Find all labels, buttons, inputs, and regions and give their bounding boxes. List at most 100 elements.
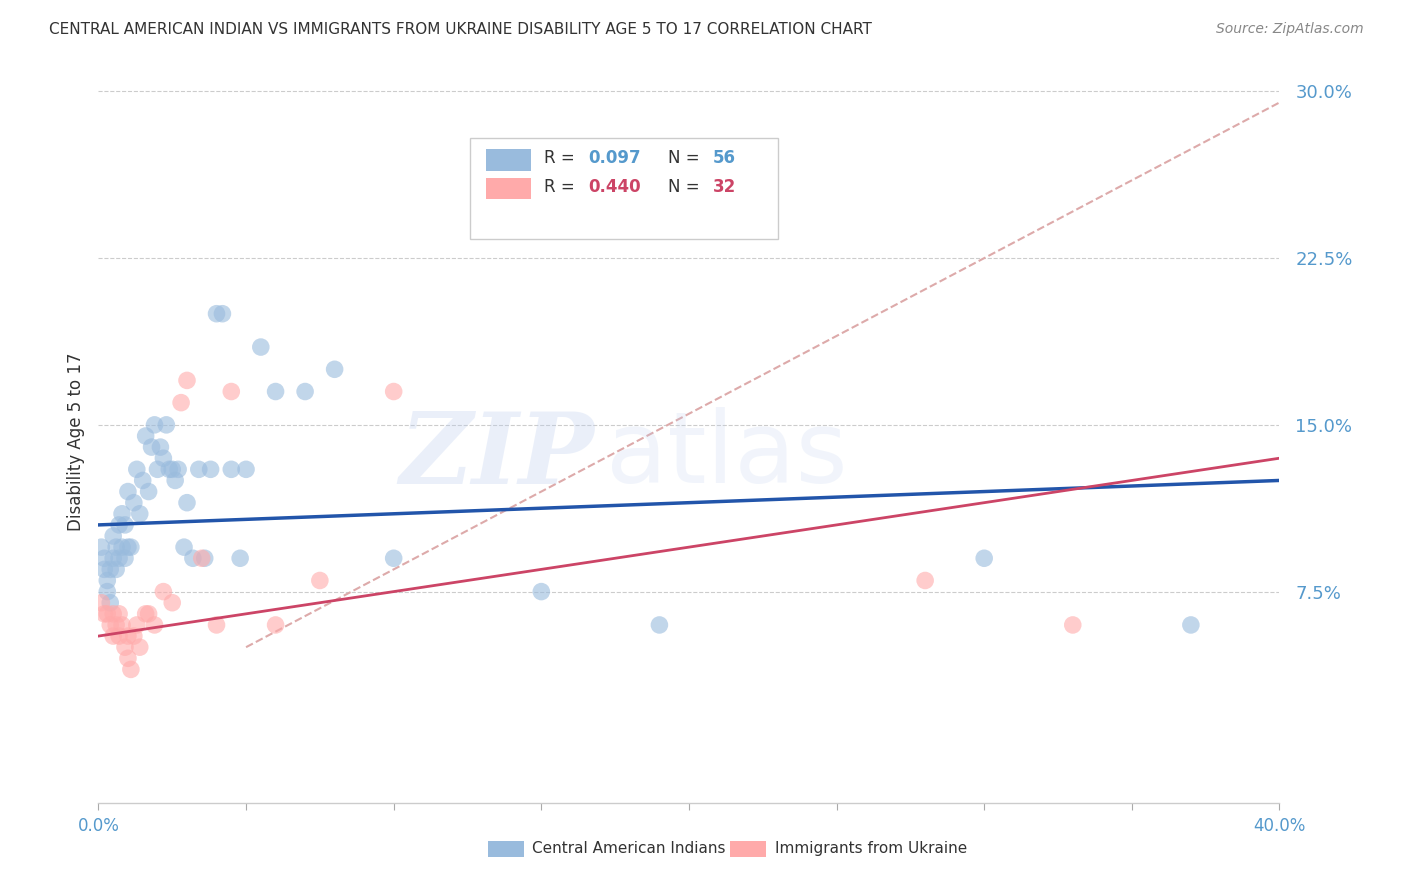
Point	[382, 384, 405, 399]
Point	[135, 429, 157, 443]
Point	[98, 618, 121, 632]
Point	[111, 507, 134, 521]
Point	[157, 462, 180, 476]
Point	[132, 474, 155, 488]
Text: 56: 56	[713, 149, 735, 168]
Point	[221, 384, 243, 399]
Point	[143, 618, 166, 632]
Point	[221, 462, 243, 476]
Point	[250, 340, 273, 354]
Point	[973, 551, 995, 566]
Point	[111, 540, 134, 554]
Point	[103, 551, 125, 566]
Point	[173, 540, 195, 554]
Point	[117, 540, 139, 554]
Point	[264, 384, 287, 399]
Point	[125, 618, 148, 632]
Text: Source: ZipAtlas.com: Source: ZipAtlas.com	[1216, 22, 1364, 37]
Point	[149, 440, 172, 454]
Point	[235, 462, 257, 476]
Point	[114, 517, 136, 532]
Point	[128, 507, 150, 521]
Point	[103, 629, 125, 643]
Point	[93, 607, 115, 621]
Point	[187, 462, 209, 476]
Point	[141, 440, 163, 454]
Point	[294, 384, 316, 399]
FancyBboxPatch shape	[488, 841, 523, 857]
Text: Central American Indians: Central American Indians	[531, 841, 725, 855]
Text: R =: R =	[544, 149, 579, 168]
Point	[146, 462, 169, 476]
Text: atlas: atlas	[606, 408, 848, 505]
Point	[122, 629, 145, 643]
Point	[117, 651, 139, 665]
Point	[114, 640, 136, 655]
Point	[194, 551, 217, 566]
Text: 0.440: 0.440	[589, 178, 641, 196]
Text: 0.097: 0.097	[589, 149, 641, 168]
FancyBboxPatch shape	[730, 841, 766, 857]
Point	[108, 629, 131, 643]
Point	[181, 551, 204, 566]
Point	[122, 496, 145, 510]
Point	[96, 584, 118, 599]
Text: CENTRAL AMERICAN INDIAN VS IMMIGRANTS FROM UKRAINE DISABILITY AGE 5 TO 17 CORREL: CENTRAL AMERICAN INDIAN VS IMMIGRANTS FR…	[49, 22, 872, 37]
Point	[138, 484, 160, 499]
Point	[93, 551, 115, 566]
Point	[176, 496, 198, 510]
Point	[155, 417, 177, 432]
Point	[108, 517, 131, 532]
Point	[309, 574, 332, 588]
Point	[229, 551, 252, 566]
Point	[1062, 618, 1084, 632]
Point	[138, 607, 160, 621]
Point	[96, 574, 118, 588]
Point	[90, 596, 112, 610]
Point	[162, 462, 183, 476]
FancyBboxPatch shape	[486, 149, 530, 170]
Point	[93, 562, 115, 576]
Point	[128, 640, 150, 655]
Point	[1180, 618, 1202, 632]
Point	[648, 618, 671, 632]
Point	[264, 618, 287, 632]
Point	[323, 362, 346, 376]
Point	[103, 607, 125, 621]
Point	[143, 417, 166, 432]
Text: N =: N =	[668, 178, 704, 196]
FancyBboxPatch shape	[471, 138, 778, 239]
Point	[205, 618, 228, 632]
Point	[111, 618, 134, 632]
Point	[108, 607, 131, 621]
Point	[108, 551, 131, 566]
FancyBboxPatch shape	[486, 178, 530, 200]
Point	[152, 584, 174, 599]
Point	[117, 484, 139, 499]
Point	[191, 551, 214, 566]
Point	[105, 562, 128, 576]
Point	[90, 540, 112, 554]
Point	[96, 607, 118, 621]
Point	[170, 395, 193, 409]
Point	[105, 618, 128, 632]
Point	[205, 307, 228, 321]
Text: Immigrants from Ukraine: Immigrants from Ukraine	[775, 841, 967, 855]
Text: N =: N =	[668, 149, 704, 168]
Point	[382, 551, 405, 566]
Point	[114, 551, 136, 566]
Point	[176, 373, 198, 387]
Point	[120, 540, 142, 554]
Text: 32: 32	[713, 178, 735, 196]
Point	[914, 574, 936, 588]
Point	[200, 462, 222, 476]
Text: R =: R =	[544, 178, 579, 196]
Point	[125, 462, 148, 476]
Point	[530, 584, 553, 599]
Point	[103, 529, 125, 543]
Point	[98, 596, 121, 610]
Point	[105, 540, 128, 554]
Point	[162, 596, 183, 610]
Point	[167, 462, 190, 476]
Point	[135, 607, 157, 621]
